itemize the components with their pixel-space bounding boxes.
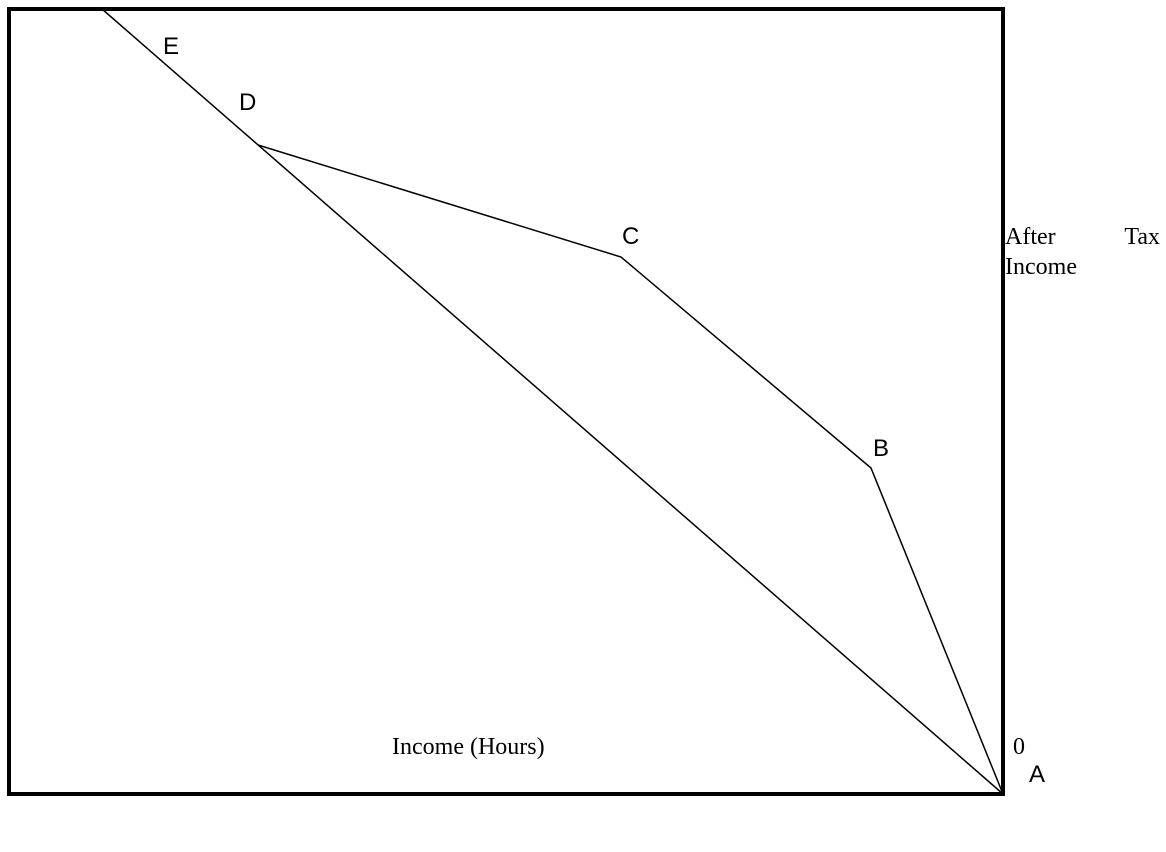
after-tax-word-after: After [1005,224,1056,250]
point-label-e: E [163,33,179,60]
origin-label: 0 [1013,734,1025,760]
after-tax-word-tax: Tax [1124,224,1160,250]
diagram-frame [7,7,1005,796]
kinked-line-a-b-c-d [257,144,1004,795]
x-axis-label: Income (Hours) [392,734,545,760]
point-label-a: A [1029,761,1045,788]
point-label-d: D [239,89,256,116]
point-label-c: C [622,223,639,250]
point-label-b: B [873,435,889,462]
after-tax-income-label: After Tax Income [1005,222,1160,282]
after-tax-word-income: Income [1005,254,1077,280]
line-a-to-e [101,8,1004,795]
